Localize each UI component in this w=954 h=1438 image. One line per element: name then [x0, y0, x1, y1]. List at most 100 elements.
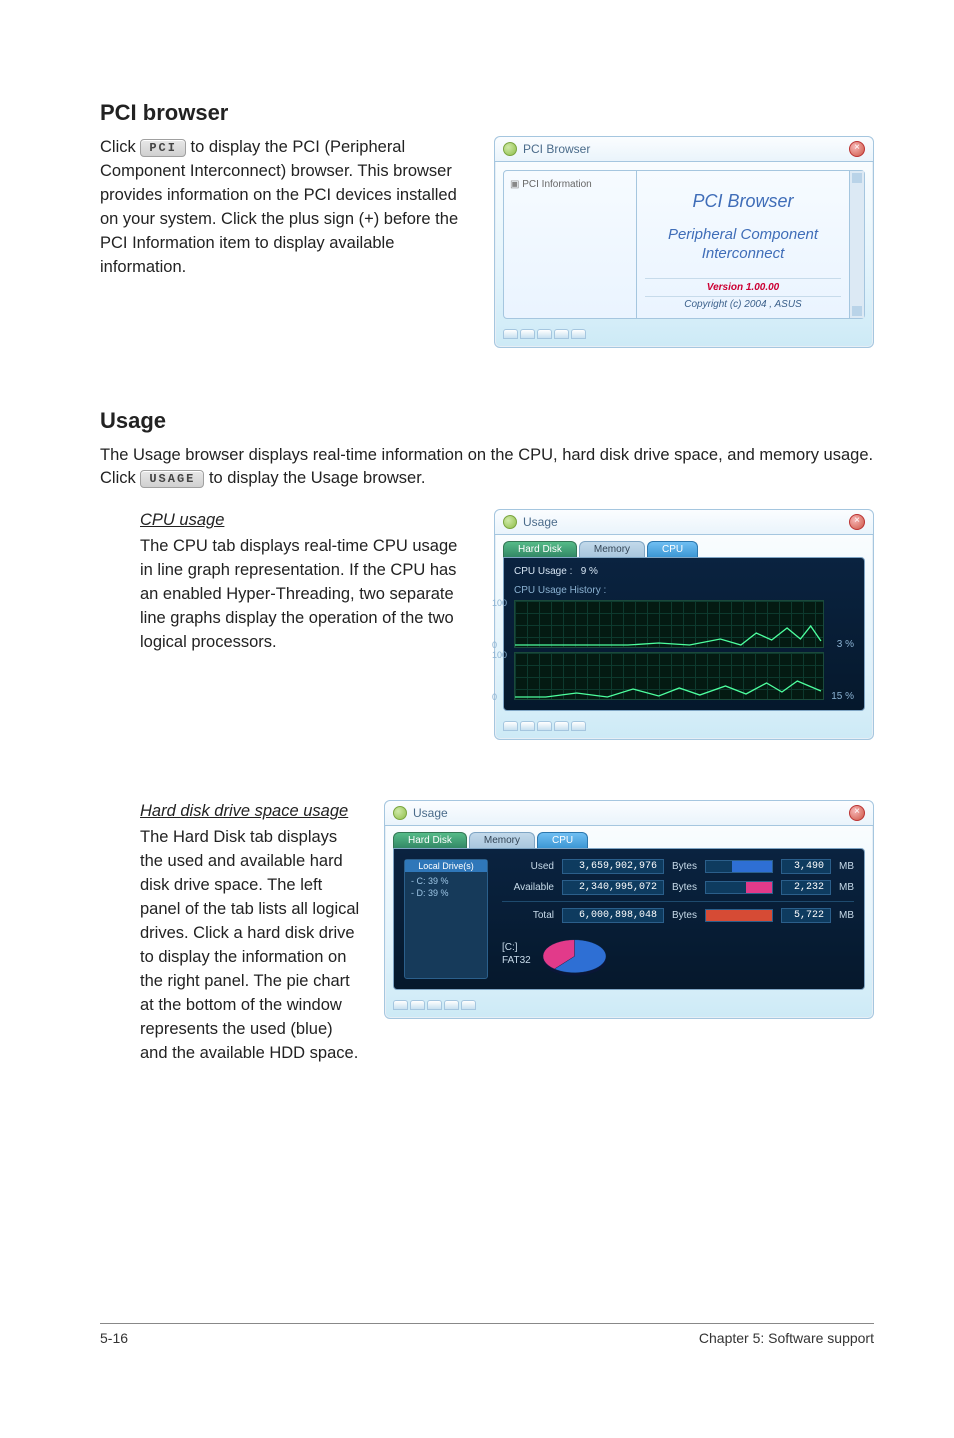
disk-row: Hard disk drive space usage The Hard Dis…: [100, 800, 874, 1065]
used-bar: [705, 860, 773, 873]
pci-text: Click PCI to display the PCI (Peripheral…: [100, 136, 474, 348]
footer-tab: [537, 329, 552, 339]
disk-window-title: Usage: [413, 806, 849, 820]
y-top: 100: [492, 650, 507, 660]
total-bytes: 6,000,898,048: [562, 908, 664, 923]
pci-copyright: Copyright (c) 2004 , ASUS: [645, 299, 841, 310]
pci-tree[interactable]: PCI Information: [504, 171, 637, 318]
cpu-usage-label: CPU Usage :: [514, 566, 572, 577]
close-icon[interactable]: ×: [849, 141, 865, 157]
unit-bytes: Bytes: [672, 910, 697, 921]
cpu-usage-line: CPU Usage : 9 %: [514, 566, 854, 577]
tab-cpu[interactable]: CPU: [537, 832, 588, 848]
globe-icon: [503, 142, 517, 156]
pci-body-post: to display the PCI (Peripheral Component…: [100, 138, 458, 276]
cpu-row: CPU usage The CPU tab displays real-time…: [100, 509, 874, 740]
disk-window-col: Usage × Hard Disk Memory CPU Local Drive…: [384, 800, 874, 1065]
pci-info-panel: PCI Browser Peripheral ComponentIntercon…: [637, 171, 849, 318]
pie-row: [C:] FAT32: [502, 929, 854, 979]
footer-tab: [554, 329, 569, 339]
disk-body: Hard Disk Memory CPU Local Drive(s) - C:…: [385, 826, 873, 990]
close-icon[interactable]: ×: [849, 514, 865, 530]
chapter-label: Chapter 5: Software support: [699, 1330, 874, 1346]
avail-label: Available: [502, 882, 554, 893]
cpu-usage-value: 9 %: [581, 566, 609, 577]
tab-harddisk[interactable]: Hard Disk: [503, 541, 577, 557]
cpu-graph-2: [514, 652, 824, 700]
pci-window: PCI Browser × PCI Information PCI Browse…: [494, 136, 874, 348]
disk-body-text: The Hard Disk tab displays the used and …: [140, 826, 364, 1065]
total-bar: [705, 909, 773, 922]
globe-icon: [503, 515, 517, 529]
used-bytes: 3,659,902,976: [562, 859, 664, 874]
unit-bytes: Bytes: [672, 882, 697, 893]
footer-tab: [571, 329, 586, 339]
cpu-body-text: The CPU tab displays real-time CPU usage…: [140, 535, 474, 655]
total-mb: 5,722: [781, 908, 831, 923]
footer-tab: [410, 1000, 425, 1010]
pie-fs-label: FAT32: [502, 954, 531, 967]
scrollbar[interactable]: [849, 171, 864, 318]
window-footer-tabs: [503, 327, 865, 341]
disk-panel: Local Drive(s) - C: 39 % - D: 39 % Used …: [393, 848, 865, 990]
avail-bytes: 2,340,995,072: [562, 880, 664, 895]
footer-tab: [444, 1000, 459, 1010]
footer-tab: [571, 721, 586, 731]
unit-mb: MB: [839, 882, 854, 893]
pci-titlebar: PCI Browser ×: [495, 137, 873, 162]
pci-row: Click PCI to display the PCI (Peripheral…: [100, 136, 874, 348]
cpu-subtitle: CPU usage: [140, 509, 474, 533]
page-number: 5-16: [100, 1330, 128, 1346]
cpu-graph1-wrap: 100 0 3 %: [514, 600, 824, 648]
window-footer-tabs: [393, 998, 865, 1012]
disk-tabs: Hard Disk Memory CPU: [385, 826, 873, 848]
disk-right: Used 3,659,902,976 Bytes 3,490 MB Availa…: [502, 859, 854, 979]
page-footer: 5-16 Chapter 5: Software support: [100, 1323, 874, 1346]
avail-bar: [705, 881, 773, 894]
y-top: 100: [492, 598, 507, 608]
total-label: Total: [502, 910, 554, 921]
unit-bytes: Bytes: [672, 861, 697, 872]
pci-tree-node[interactable]: PCI Information: [510, 179, 630, 190]
cpu-window: Usage × Hard Disk Memory CPU CPU Usage :…: [494, 509, 874, 740]
pci-heading: PCI Browser: [645, 191, 841, 212]
divider: [502, 901, 854, 902]
footer-tab: [393, 1000, 408, 1010]
drive-c[interactable]: - C: 39 %: [411, 876, 481, 886]
drive-d[interactable]: - D: 39 %: [411, 888, 481, 898]
tab-memory[interactable]: Memory: [469, 832, 535, 848]
cpu-window-title: Usage: [523, 515, 849, 529]
usage-intro: The Usage browser displays real-time inf…: [100, 444, 874, 492]
used-mb: 3,490: [781, 859, 831, 874]
cpu-titlebar: Usage ×: [495, 510, 873, 535]
tab-cpu[interactable]: CPU: [647, 541, 698, 557]
cpu-tabs: Hard Disk Memory CPU: [495, 535, 873, 557]
row-total: Total 6,000,898,048 Bytes 5,722 MB: [502, 908, 854, 923]
footer-tab: [427, 1000, 442, 1010]
pci-body-pre: Click: [100, 138, 140, 156]
cpu-body: Hard Disk Memory CPU CPU Usage : 9 % CPU…: [495, 535, 873, 711]
footer-tab: [461, 1000, 476, 1010]
usage-section-title: Usage: [100, 408, 874, 434]
unit-mb: MB: [839, 910, 854, 921]
pci-inline-button[interactable]: PCI: [140, 139, 186, 157]
tab-memory[interactable]: Memory: [579, 541, 645, 557]
drive-list-header: Local Drive(s): [405, 860, 487, 872]
avail-mb: 2,232: [781, 880, 831, 895]
page: PCI browser Click PCI to display the PCI…: [0, 0, 954, 1380]
tab-harddisk[interactable]: Hard Disk: [393, 832, 467, 848]
footer-tab: [520, 721, 535, 731]
footer-tab: [503, 721, 518, 731]
cpu-window-col: Usage × Hard Disk Memory CPU CPU Usage :…: [494, 509, 874, 740]
footer-tab: [520, 329, 535, 339]
globe-icon: [393, 806, 407, 820]
cpu-text: CPU usage The CPU tab displays real-time…: [140, 509, 474, 740]
pci-version: Version 1.00.00: [645, 278, 841, 297]
cpu-graph-1: [514, 600, 824, 648]
disk-titlebar: Usage ×: [385, 801, 873, 826]
footer-tab: [503, 329, 518, 339]
usage-inline-button[interactable]: USAGE: [140, 470, 204, 488]
pci-window-title: PCI Browser: [523, 142, 849, 156]
disk-text: Hard disk drive space usage The Hard Dis…: [140, 800, 364, 1065]
close-icon[interactable]: ×: [849, 805, 865, 821]
